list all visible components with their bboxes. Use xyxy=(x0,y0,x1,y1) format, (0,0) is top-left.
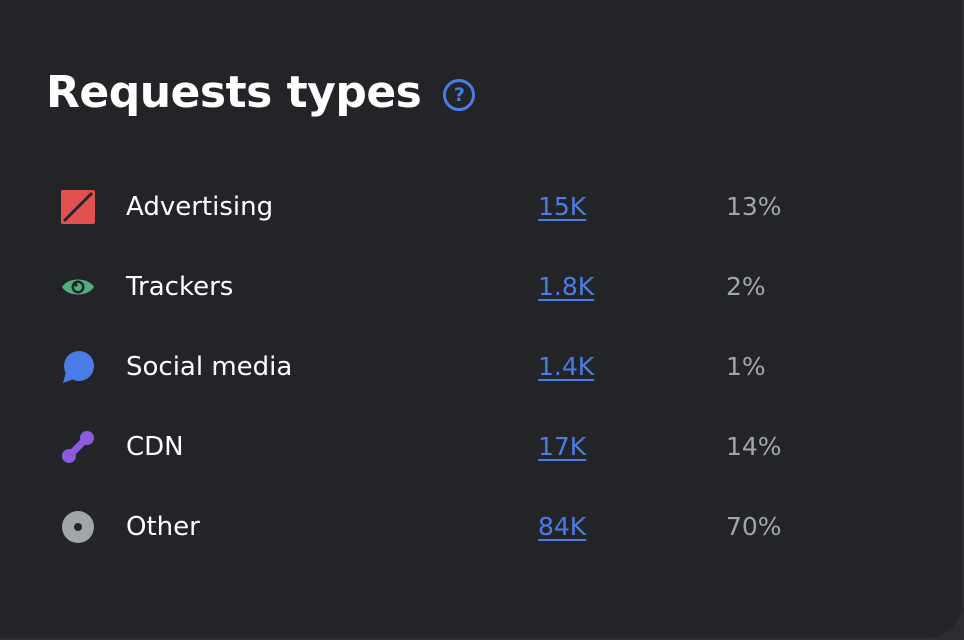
eye-icon xyxy=(61,270,95,304)
list-item-other: Other 84K 70% xyxy=(0,487,964,567)
list-item-trackers: Trackers 1.8K 2% xyxy=(0,247,964,327)
row-label: Other xyxy=(126,512,200,542)
other-dot-icon xyxy=(61,510,95,544)
row-count-link[interactable]: 17K xyxy=(538,432,587,461)
row-count-link[interactable]: 1.4K xyxy=(538,352,595,381)
row-label: Social media xyxy=(126,352,293,382)
advertising-icon xyxy=(61,190,95,224)
list-item-cdn: CDN 17K 14% xyxy=(0,407,964,487)
chat-bubble-icon xyxy=(61,350,95,384)
cdn-link-icon xyxy=(61,430,95,464)
help-question-mark: ? xyxy=(453,84,465,106)
row-label: Advertising xyxy=(126,192,274,222)
card-title: Requests types xyxy=(46,67,422,118)
row-count-link[interactable]: 15K xyxy=(538,192,587,221)
row-percent: 70% xyxy=(726,512,782,541)
card-header: Requests types ? xyxy=(46,62,476,124)
list-item-advertising: Advertising 15K 13% xyxy=(0,167,964,247)
row-label: CDN xyxy=(126,432,184,462)
row-label: Trackers xyxy=(126,272,234,302)
row-percent: 1% xyxy=(726,352,766,381)
help-icon[interactable]: ? xyxy=(443,79,476,111)
row-percent: 2% xyxy=(726,272,766,301)
list-item-social-media: Social media 1.4K 1% xyxy=(0,327,964,407)
row-percent: 14% xyxy=(726,432,782,461)
request-types-list: Advertising 15K 13% Trackers 1.8K 2% xyxy=(0,167,964,567)
row-percent: 13% xyxy=(726,192,782,221)
row-count-link[interactable]: 84K xyxy=(538,512,587,541)
row-count-link[interactable]: 1.8K xyxy=(538,272,595,301)
